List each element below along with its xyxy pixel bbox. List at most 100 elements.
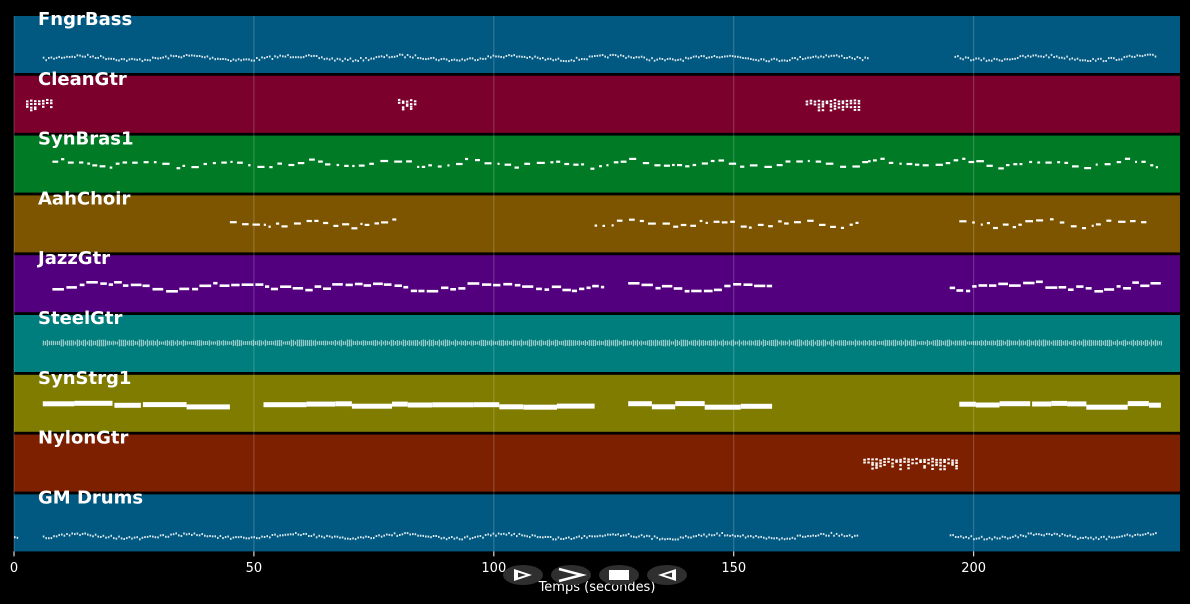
note (576, 340, 578, 346)
note (1106, 340, 1108, 346)
note (853, 106, 857, 108)
note (821, 105, 825, 108)
note (131, 57, 133, 60)
note (684, 339, 686, 347)
note (403, 285, 409, 289)
rewind-button[interactable] (647, 565, 687, 585)
stop-button[interactable] (599, 565, 639, 585)
note (1076, 285, 1084, 288)
note (1135, 160, 1137, 163)
note (1092, 538, 1095, 541)
note (266, 56, 268, 58)
note (1045, 54, 1048, 57)
note (760, 341, 762, 345)
note (959, 401, 976, 407)
note (482, 339, 484, 347)
note (526, 340, 528, 346)
note (344, 341, 346, 345)
note (183, 55, 185, 58)
note (970, 535, 973, 538)
note (614, 54, 617, 57)
note (713, 220, 720, 223)
note (854, 58, 856, 61)
note (768, 536, 770, 539)
note (277, 162, 282, 165)
note (144, 536, 146, 539)
note (516, 55, 518, 58)
play-button[interactable] (503, 565, 543, 585)
note (1003, 58, 1006, 61)
note (440, 537, 443, 540)
note (1066, 340, 1068, 346)
note (479, 57, 482, 60)
note (931, 460, 934, 463)
note (994, 340, 996, 345)
note (790, 341, 792, 345)
note (685, 535, 687, 538)
note (838, 55, 840, 58)
note (768, 340, 770, 346)
note (661, 58, 664, 60)
note (438, 339, 440, 347)
note (332, 341, 334, 345)
note (638, 56, 640, 59)
note (1023, 281, 1035, 285)
note (634, 340, 636, 346)
note (191, 166, 199, 169)
note (620, 54, 622, 57)
note (510, 534, 513, 537)
note (1038, 339, 1040, 347)
note (998, 340, 1000, 346)
note (413, 100, 417, 103)
note (386, 533, 388, 536)
note (149, 59, 151, 62)
note (122, 284, 129, 287)
note (789, 59, 791, 62)
note (564, 162, 570, 166)
note (521, 55, 523, 58)
note (26, 103, 29, 106)
note (530, 339, 532, 347)
fast-forward-button[interactable] (551, 565, 591, 585)
note (845, 99, 849, 102)
note (406, 160, 412, 163)
note (846, 57, 848, 59)
note (1127, 401, 1149, 407)
note (354, 59, 357, 62)
note (704, 340, 706, 346)
note (366, 341, 368, 345)
note (1136, 54, 1139, 57)
note (1042, 339, 1044, 347)
note (946, 339, 948, 347)
note (94, 533, 97, 536)
note (1045, 286, 1058, 289)
note (1102, 60, 1105, 63)
note (602, 224, 605, 227)
note (1053, 532, 1056, 535)
note (960, 340, 962, 346)
note (758, 339, 760, 347)
note (1001, 59, 1003, 62)
note (188, 341, 190, 345)
note (627, 55, 630, 58)
note (549, 536, 552, 538)
note (109, 166, 113, 169)
note (838, 534, 840, 537)
note (412, 56, 414, 59)
note (354, 538, 357, 541)
note (136, 536, 138, 539)
note (54, 341, 56, 345)
note (58, 534, 60, 537)
note (50, 106, 53, 109)
note (923, 465, 926, 468)
note (923, 461, 926, 463)
note (1154, 339, 1156, 347)
note (1066, 55, 1068, 58)
note (590, 340, 592, 346)
note (42, 535, 45, 538)
note (1040, 55, 1042, 58)
note (443, 536, 445, 539)
track-label: JazzGtr (36, 248, 110, 269)
note (410, 340, 412, 346)
note (1030, 532, 1032, 535)
